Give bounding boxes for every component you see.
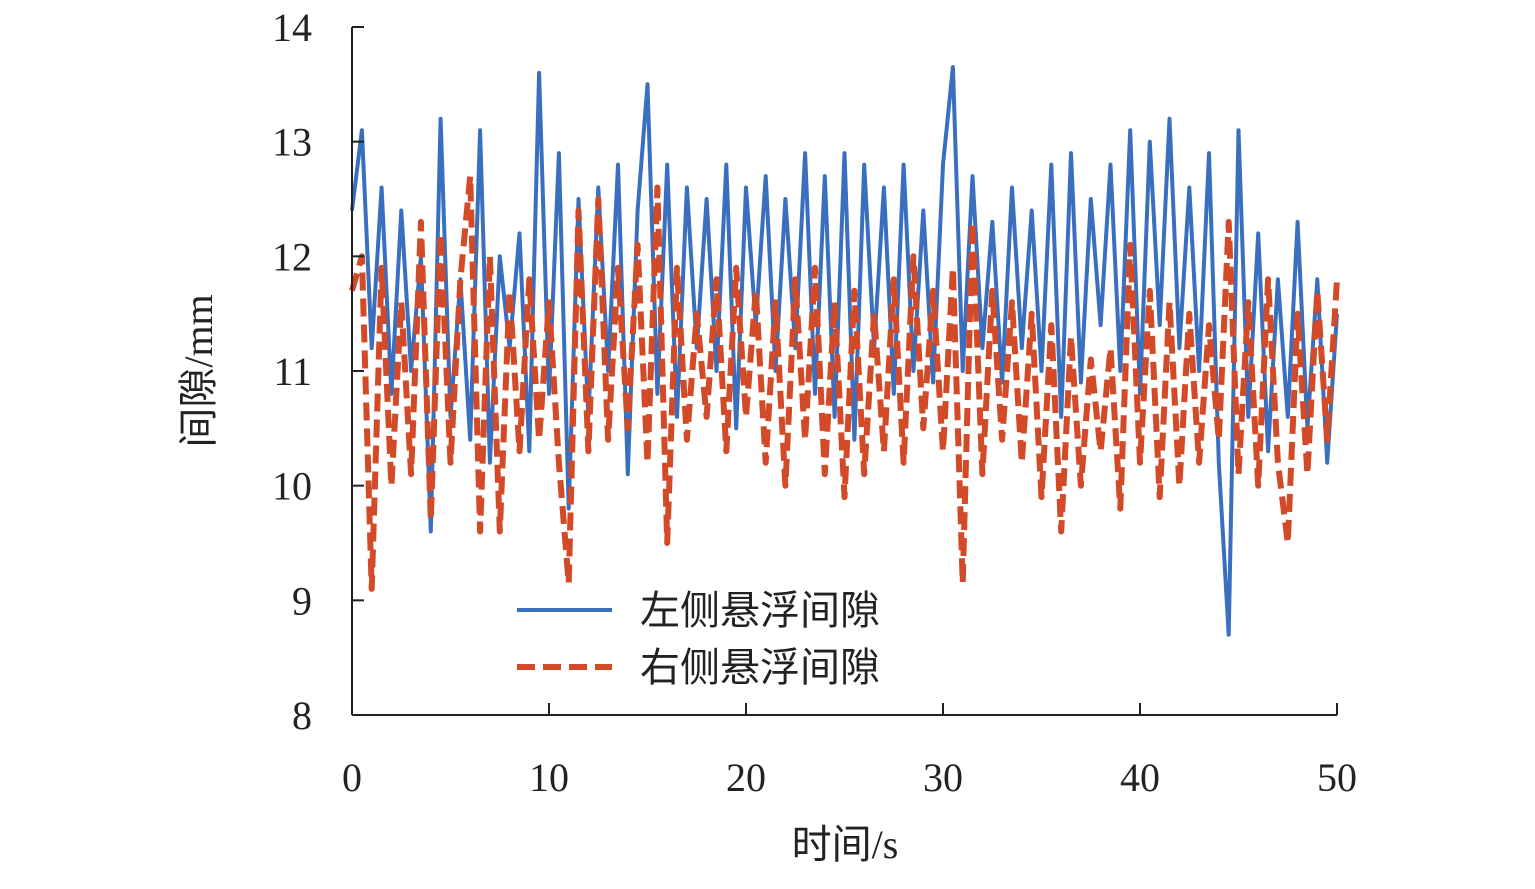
y-tick-label: 10 <box>272 464 312 509</box>
legend-label: 左侧悬浮间隙 <box>640 588 880 633</box>
x-tick-label: 50 <box>1317 755 1357 800</box>
x-tick-label: 0 <box>342 755 362 800</box>
y-axis-label: 间隙/mm <box>176 294 221 447</box>
y-tick-label: 12 <box>272 234 312 279</box>
data-line <box>349 173 1340 592</box>
data-line <box>350 65 1339 637</box>
y-tick-label: 8 <box>292 693 312 738</box>
x-axis-label: 时间/s <box>792 822 899 867</box>
legend-label: 右侧悬浮间隙 <box>640 645 880 690</box>
x-tick-label: 40 <box>1120 755 1160 800</box>
y-tick-label: 13 <box>272 120 312 165</box>
y-tick-label: 9 <box>292 578 312 623</box>
x-tick-label: 20 <box>726 755 766 800</box>
x-tick-label: 30 <box>923 755 963 800</box>
x-tick-label: 10 <box>529 755 569 800</box>
y-tick-label: 11 <box>273 349 312 394</box>
y-tick-label: 14 <box>272 5 312 50</box>
